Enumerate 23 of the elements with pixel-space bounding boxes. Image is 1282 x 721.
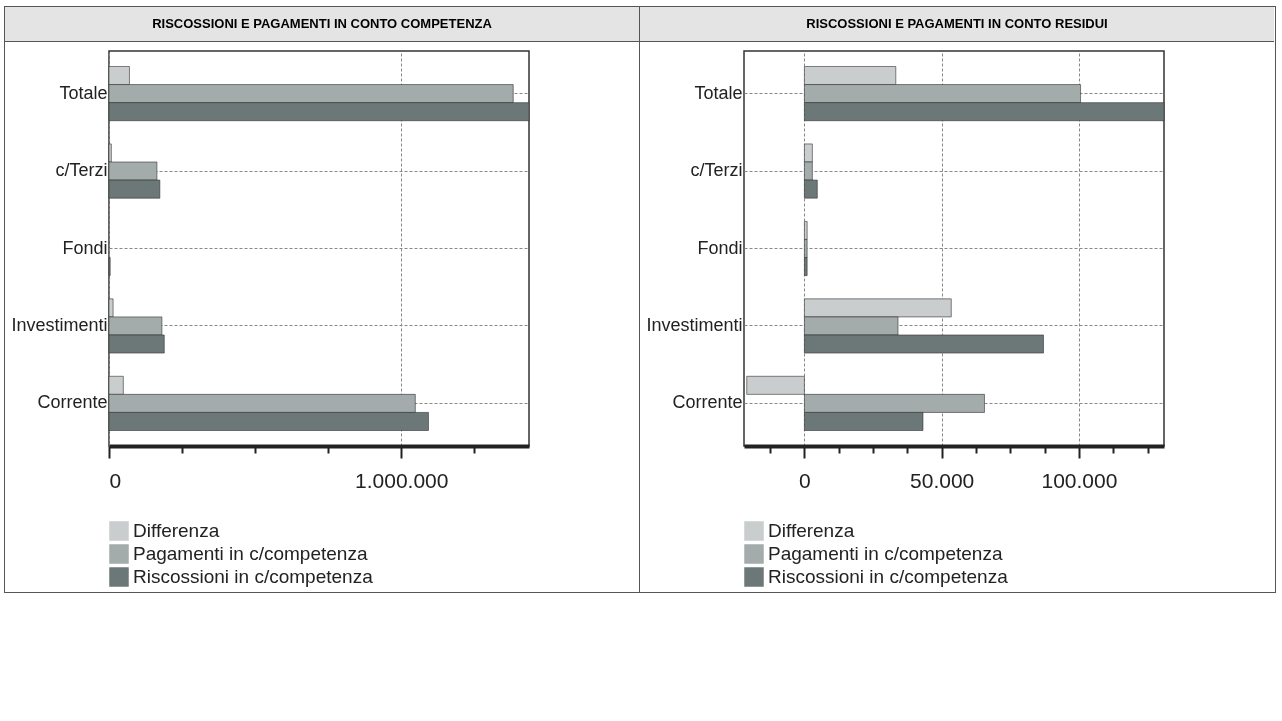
x-tick-label: 0 xyxy=(799,468,811,492)
y-tick-label: Totale xyxy=(694,82,743,103)
y-tick-label: c/Terzi xyxy=(55,160,108,181)
y-tick-label: c/Terzi xyxy=(690,160,743,181)
x-tick-label: 100.000 xyxy=(1041,468,1118,492)
chart-title: RISCOSSIONI E PAGAMENTI IN CONTO RESIDUI xyxy=(640,7,1274,42)
x-tick-label: 50.000 xyxy=(910,468,975,492)
y-tick-label: Corrente xyxy=(672,392,743,413)
legend-label: Riscossioni in c/competenza xyxy=(133,566,374,587)
y-tick-label: Investimenti xyxy=(646,314,743,335)
y-tick-label: Totale xyxy=(59,82,108,103)
legend-label: Riscossioni in c/competenza xyxy=(768,566,1009,587)
legend-label: Pagamenti in c/competenza xyxy=(133,543,368,564)
y-tick-label: Fondi xyxy=(697,237,743,258)
y-tick-label: Fondi xyxy=(62,237,108,258)
x-tick-label: 0 xyxy=(109,468,122,492)
chart-title: RISCOSSIONI E PAGAMENTI IN CONTO COMPETENZA xyxy=(5,7,639,42)
legend-label: Pagamenti in c/competenza xyxy=(768,543,1003,564)
legend-label: Differenza xyxy=(133,520,220,541)
y-tick-label: Corrente xyxy=(37,392,108,413)
y-tick-label: Investimenti xyxy=(11,314,108,335)
legend-label: Differenza xyxy=(768,520,855,541)
x-tick-label: 1.000.000 xyxy=(355,468,449,492)
